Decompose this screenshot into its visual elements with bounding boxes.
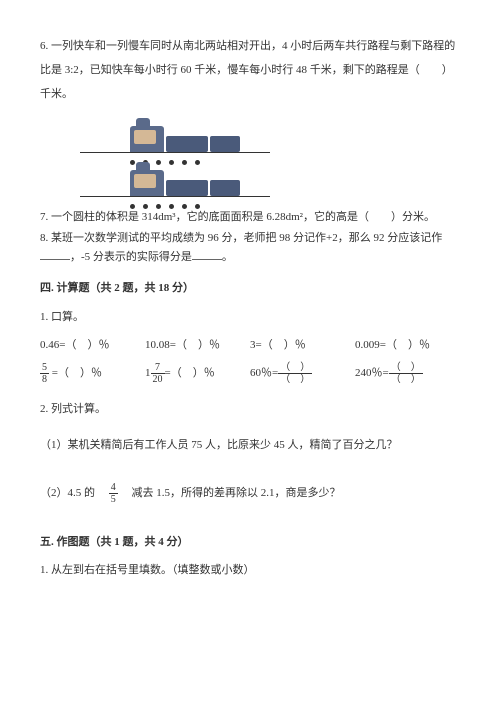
calc2-b: 1720=（ ）％	[145, 361, 250, 385]
section-5-title: 五. 作图题（共 1 题，共 4 分）	[40, 530, 460, 554]
blank	[40, 248, 70, 260]
frac-7-20: 720	[151, 362, 165, 385]
calc2-d: 240％=（ ）（ ）	[355, 361, 460, 385]
q8-post: 。	[222, 251, 233, 263]
question-6: 6. 一列快车和一列慢车同时从南北两站相对开出，4 小时后两车共行路程与剩下路程…	[40, 34, 460, 107]
calc-a: 0.46=（ ）％	[40, 333, 145, 357]
sec4-q2-1: （1）某机关精简后有工作人员 75 人，比原来少 45 人，精简了百分之几？	[40, 433, 460, 457]
frac-blank-1: （ ）（ ）	[278, 362, 312, 385]
calc-row-2: 58 =（ ）％ 1720=（ ）％ 60％=（ ）（ ） 240％=（ ）（ …	[40, 361, 460, 385]
calc2-c: 60％=（ ）（ ）	[250, 361, 355, 385]
frac-blank-2: （ ）（ ）	[389, 362, 423, 385]
question-7: 7. 一个圆柱的体积是 314dm³，它的底面面积是 6.28dm²，它的高是（…	[40, 209, 460, 227]
calc-c: 3=（ ）％	[250, 333, 355, 357]
calc-b: 10.08=（ ）％	[145, 333, 250, 357]
calc-row-1: 0.46=（ ）％ 10.08=（ ）％ 3=（ ）％ 0.009=（ ）％	[40, 333, 460, 357]
question-8: 8. 某班一次数学测试的平均成绩为 96 分，老师把 98 分记作+2，那么 9…	[40, 230, 460, 266]
section-4-title: 四. 计算题（共 2 题，共 18 分）	[40, 276, 460, 300]
q8-pre: 8. 某班一次数学测试的平均成绩为 96 分，老师把 98 分记作+2，那么 9…	[40, 232, 442, 244]
frac-4-5: 45	[109, 482, 118, 505]
train-top	[100, 117, 250, 155]
sec4-q1: 1. 口算。	[40, 305, 460, 329]
train-illustration	[100, 117, 460, 199]
blank	[192, 248, 222, 260]
calc2-a: 58 =（ ）％	[40, 361, 145, 385]
train-bottom	[100, 161, 250, 199]
sec4-q2-2: （2）4.5 的 45 减去 1.5，所得的差再除以 2.1，商是多少？	[40, 481, 460, 505]
frac-5-8: 58	[40, 362, 49, 385]
sec5-q1: 1. 从左到右在括号里填数。（填整数或小数）	[40, 558, 460, 582]
q8-mid: ，-5 分表示的实际得分是	[70, 251, 192, 263]
calc-d: 0.009=（ ）％	[355, 333, 460, 357]
sec4-q2: 2. 列式计算。	[40, 397, 460, 421]
